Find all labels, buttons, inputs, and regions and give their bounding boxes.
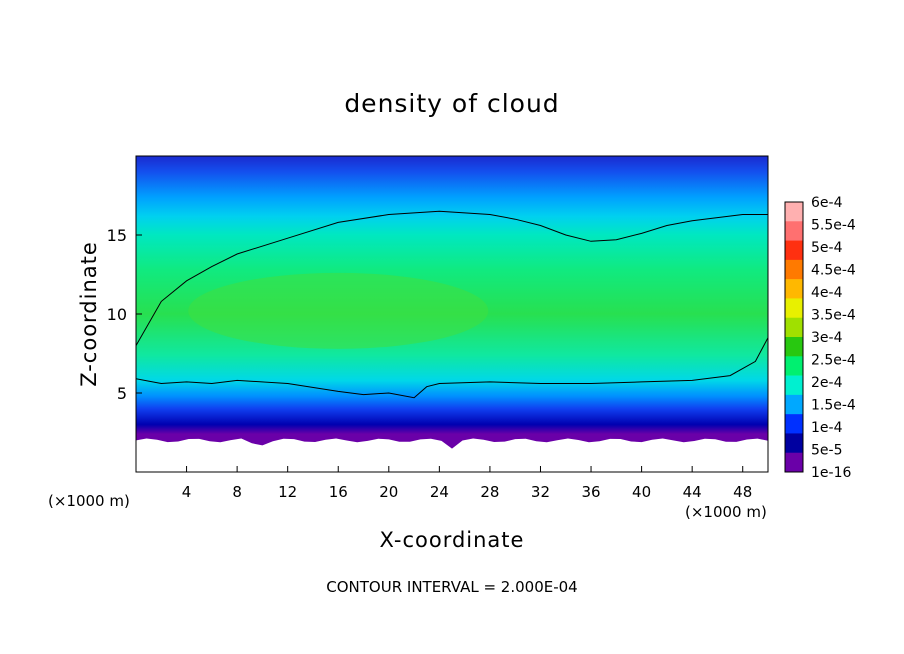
colorbar-swatch xyxy=(785,433,803,454)
x-tick-label: 24 xyxy=(430,483,449,501)
contour-line-lower xyxy=(136,337,768,399)
y-axis: 5 10 15 xyxy=(107,226,142,403)
x-tick-label: 40 xyxy=(632,483,651,501)
y-tick-label: 10 xyxy=(107,305,127,324)
colorbar-swatch xyxy=(785,337,803,357)
colorbar-label: 1.5e-4 xyxy=(811,398,856,414)
colorbar-swatch xyxy=(785,221,803,241)
x-tick-label: 12 xyxy=(278,483,297,501)
colorbar-label: 5e-5 xyxy=(811,443,842,459)
colorbar-swatch xyxy=(785,298,803,319)
x-tick-label: 44 xyxy=(683,483,702,501)
x-tick-label: 28 xyxy=(480,483,499,501)
x-tick-label: 48 xyxy=(733,483,752,501)
colorbar-frame xyxy=(784,201,804,473)
colorbar-swatch xyxy=(785,394,803,415)
y-tick-label: 15 xyxy=(107,226,127,245)
x-axis-label: X-coordinate xyxy=(380,528,525,552)
x-tick-label: 20 xyxy=(379,483,398,501)
colorbar-label: 4.5e-4 xyxy=(811,263,856,279)
colorbar-swatch xyxy=(785,356,803,376)
colorbar-label: 3.5e-4 xyxy=(811,308,856,324)
colorbar-label: 3e-4 xyxy=(811,330,843,346)
colorbar-swatch xyxy=(785,240,803,261)
x-axis: 4 8 12 16 20 24 28 32 36 40 44 48 xyxy=(182,466,752,501)
contour-line-upper xyxy=(136,210,768,346)
density-core-highlight xyxy=(188,272,489,349)
colorbar-label: 6e-4 xyxy=(811,195,843,211)
colorbar-label: 1e-4 xyxy=(811,420,843,436)
x-unit-right: (×1000 m) xyxy=(685,503,767,521)
x-tick-label: 32 xyxy=(531,483,550,501)
colorbar-swatch xyxy=(785,375,803,396)
colorbar-swatch xyxy=(785,202,803,222)
colorbar-label: 5.5e-4 xyxy=(811,218,856,234)
colorbar-label: 5e-4 xyxy=(811,240,843,256)
colorbar-label: 2e-4 xyxy=(811,375,843,391)
colorbar-label: 4e-4 xyxy=(811,285,843,301)
colorbar-swatch xyxy=(785,414,803,434)
colorbar-swatch xyxy=(785,452,803,473)
x-tick-label: 16 xyxy=(329,483,348,501)
x-tick-label: 36 xyxy=(581,483,600,501)
chart-title: density of cloud xyxy=(344,89,559,118)
plot-area xyxy=(136,156,768,472)
x-unit-left: (×1000 m) xyxy=(48,492,130,510)
ground-mask xyxy=(136,438,768,472)
colorbar-label: 1e-16 xyxy=(811,465,851,481)
y-axis-label: Z-coordinate xyxy=(77,241,101,387)
colorbar-label: 2.5e-4 xyxy=(811,353,856,369)
colorbar-swatch xyxy=(785,317,803,338)
colorbar-swatch xyxy=(785,259,803,280)
contour-interval-note: CONTOUR INTERVAL = 2.000E-04 xyxy=(326,578,577,596)
colorbar: 6e-4 5.5e-4 5e-4 4.5e-4 4e-4 3.5e-4 3e-4 2.5e-4… xyxy=(784,195,856,481)
colorbar-swatch xyxy=(785,279,803,299)
x-tick-label: 8 xyxy=(232,483,242,501)
y-tick-label: 5 xyxy=(117,384,127,403)
x-tick-label: 4 xyxy=(182,483,192,501)
